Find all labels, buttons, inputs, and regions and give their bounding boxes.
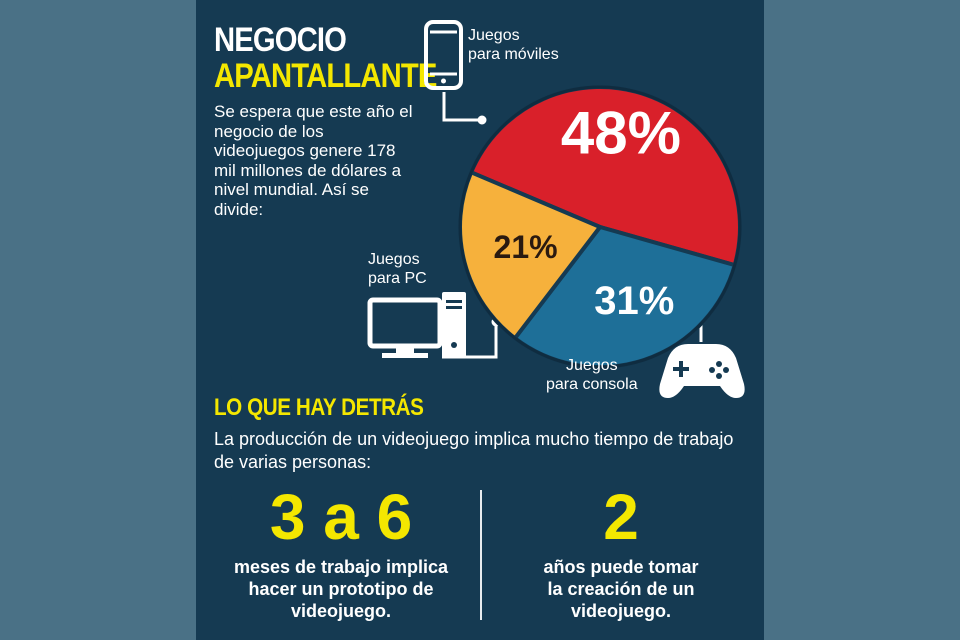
- label-mobile-line2: para móviles: [468, 46, 559, 63]
- dot-mobile: [477, 115, 487, 125]
- label-console-games: Juegos para consola: [546, 356, 638, 394]
- stat-prototype-number: 3 a 6: [269, 481, 413, 553]
- pie-slices: [458, 85, 742, 369]
- stat-creation-number: 2: [603, 481, 639, 553]
- desktop-computer-icon: [367, 292, 466, 358]
- section-description: La producción de un videojuego implica m…: [214, 429, 734, 472]
- smartphone-icon: [424, 20, 463, 90]
- label-pc-games: Juegos para PC: [368, 250, 427, 288]
- pie-value-label-1: 31%: [594, 279, 674, 323]
- gamepad-icon: [659, 344, 745, 398]
- pie-value-label-0: 48%: [561, 100, 681, 167]
- label-mobile-games: Juegos para móviles: [468, 26, 559, 64]
- pie-outline: [458, 85, 742, 369]
- label-console-line2: para consola: [546, 376, 638, 393]
- infographic-panel: NEGOCIO APANTALLANTE Se espera que este …: [196, 0, 764, 640]
- label-pc-line2: para PC: [368, 270, 427, 287]
- stat-prototype-line1: meses de trabajo implica: [233, 557, 449, 577]
- stat-prototype-text: meses de trabajo implica hacer un protot…: [216, 556, 466, 622]
- intro-text: Se espera que este año el negocio de los…: [214, 102, 413, 219]
- title-line-2: APANTALLANTE: [214, 57, 437, 95]
- section-title: LO QUE HAY DETRÁS: [214, 394, 424, 421]
- stat-creation-text: años puede tomar la creación de un video…: [496, 556, 746, 622]
- stat-creation-line2: la creación de un: [547, 579, 695, 599]
- stat-prototype-line3: videojuego.: [290, 601, 391, 621]
- pie-value-label-2: 21%: [494, 229, 558, 265]
- connector-mobile: [442, 92, 482, 122]
- stat-prototype-line2: hacer un prototipo de: [248, 579, 434, 599]
- stats-divider: [480, 490, 482, 620]
- label-console-line1: Juegos: [566, 357, 618, 374]
- label-pc-line1: Juegos: [368, 251, 420, 268]
- pie-chart: 48% 31% 21%: [367, 20, 745, 398]
- stat-creation-line1: años puede tomar: [543, 557, 699, 577]
- stat-creation-line3: videojuego.: [570, 601, 671, 621]
- title-line-1: NEGOCIO: [214, 21, 347, 59]
- label-mobile-line1: Juegos: [468, 27, 520, 44]
- pie-value-labels: 48% 31% 21%: [494, 100, 681, 323]
